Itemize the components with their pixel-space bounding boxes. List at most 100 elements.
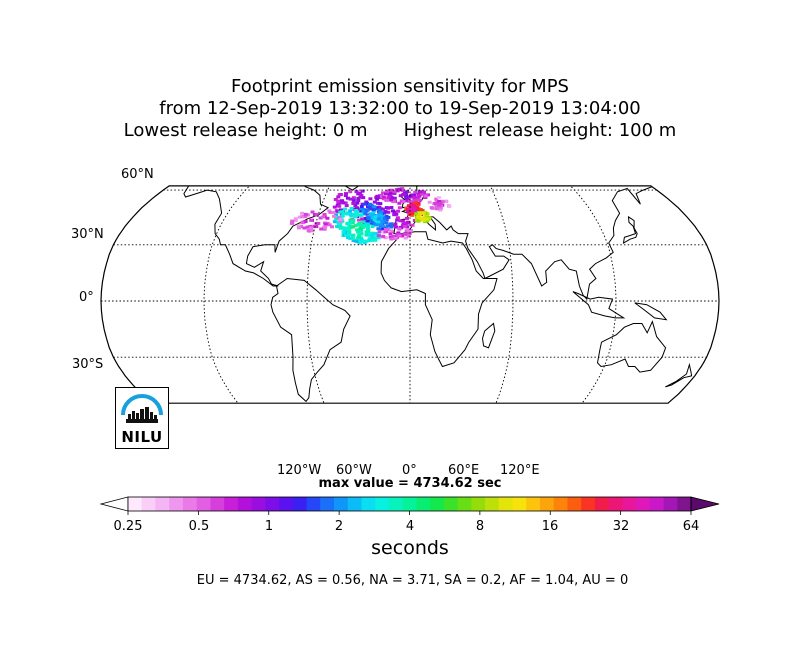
sensitivity-cell [377, 230, 382, 234]
sensitivity-cell [400, 219, 405, 223]
sensitivity-cell [361, 209, 366, 213]
sensitivity-cell [423, 212, 428, 216]
sensitivity-cell [409, 207, 414, 211]
sensitivity-cell [383, 210, 388, 214]
sensitivity-cell [357, 235, 362, 239]
regional-values: EU = 4734.62, AS = 0.56, NA = 3.71, SA =… [196, 573, 629, 588]
sensitivity-cell [393, 222, 398, 226]
sensitivity-cell [296, 224, 301, 228]
sensitivity-cell [402, 225, 407, 229]
sensitivity-cell [359, 232, 364, 236]
meridian-line [519, 185, 617, 404]
sensitivity-cell [376, 214, 381, 218]
sensitivity-cell [360, 217, 365, 221]
sensitivity-cell [372, 218, 377, 222]
sensitivity-cell [358, 227, 363, 231]
sensitivity-cell [380, 216, 385, 220]
coastline-papua [634, 302, 668, 321]
sensitivity-cell [374, 232, 379, 235]
coastline-africa [380, 231, 498, 368]
coastline-north-america [183, 185, 330, 287]
sensitivity-cell [302, 226, 307, 230]
sensitivity-cell [395, 218, 400, 222]
sensitivity-cell [369, 221, 374, 225]
sensitivity-cell [403, 236, 408, 240]
sensitivity-cell [355, 206, 359, 210]
sensitivity-cell [351, 198, 356, 202]
sensitivity-cell [392, 213, 397, 217]
sensitivity-cell [335, 209, 340, 213]
sensitivity-cell [405, 220, 410, 224]
sensitivity-cell [410, 223, 415, 227]
sensitivity-cell [370, 225, 375, 229]
sensitivity-cell [347, 233, 352, 237]
sensitivity-cell [366, 221, 371, 225]
sensitivity-cell [328, 210, 333, 214]
sensitivity-cell [406, 234, 411, 238]
sensitivity-cell [321, 215, 325, 219]
sensitivity-cell [371, 215, 376, 219]
sensitivity-cell [347, 229, 352, 233]
sensitivity-cell [305, 225, 310, 229]
sensitivity-cell [343, 194, 348, 197]
sensitivity-cell [353, 224, 358, 228]
sensitivity-cell [319, 227, 324, 231]
coastline-japan [622, 215, 638, 244]
sensitivity-cell [336, 195, 341, 199]
colorbar-tick-1: 0.5 [188, 519, 210, 534]
meridian-line [203, 185, 301, 404]
sensitivity-cell [371, 208, 376, 212]
sensitivity-cell [406, 210, 411, 214]
sensitivity-cell [447, 205, 452, 209]
sensitivity-cell [323, 225, 328, 229]
sensitivity-cell [355, 210, 360, 214]
sensitivity-cell [330, 225, 334, 229]
sensitivity-cell [382, 216, 387, 220]
sensitivity-cell [338, 210, 343, 214]
sensitivity-cell [421, 217, 426, 221]
sensitivity-cell [336, 199, 341, 203]
sensitivity-cell [384, 192, 388, 196]
sensitivity-cell [388, 232, 393, 236]
sensitivity-cell [392, 196, 397, 200]
sensitivity-cell [312, 225, 317, 229]
sensitivity-cell [409, 202, 414, 206]
sensitivity-cell [364, 217, 369, 220]
sensitivity-cell [336, 224, 341, 228]
sensitivity-cell [343, 207, 347, 211]
sensitivity-cell [351, 225, 355, 229]
sensitivity-cell [351, 196, 356, 200]
sensitivity-cell [414, 198, 419, 202]
sensitivity-cell [360, 224, 365, 227]
sensitivity-cell [397, 187, 402, 191]
sensitivity-cell [398, 219, 403, 223]
sensitivity-cell [340, 214, 345, 218]
sensitivity-cell [338, 217, 343, 221]
sensitivity-cell [391, 209, 395, 213]
sensitivity-cell [334, 213, 338, 217]
sensitivity-cell [370, 219, 375, 223]
sensitivity-cell [310, 229, 315, 233]
sensitivity-cell [413, 190, 418, 194]
sensitivity-cell [340, 199, 344, 203]
lat-label-30n: 30°N [71, 227, 104, 242]
sensitivity-cell [338, 219, 343, 223]
sensitivity-cell [427, 216, 432, 220]
sensitivity-cell [397, 206, 402, 210]
sensitivity-cell [356, 199, 361, 203]
sensitivity-cell [345, 196, 350, 200]
lon-label-120e: 120°E [500, 463, 540, 478]
sensitivity-cell [377, 216, 382, 220]
sensitivity-cell [444, 199, 449, 203]
sensitivity-cell [355, 201, 360, 205]
map-boundary [100, 185, 720, 404]
sensitivity-cell [398, 194, 403, 198]
sensitivity-cell [355, 228, 359, 232]
nilu-logo: NILU [115, 387, 169, 449]
graticule [101, 185, 719, 404]
coastline-madagascar [481, 322, 496, 349]
sensitivity-cell [374, 206, 379, 210]
sensitivity-cell [437, 203, 442, 207]
sensitivity-cell [421, 211, 426, 215]
highest-release-height: Highest release height: 100 m [403, 120, 677, 141]
